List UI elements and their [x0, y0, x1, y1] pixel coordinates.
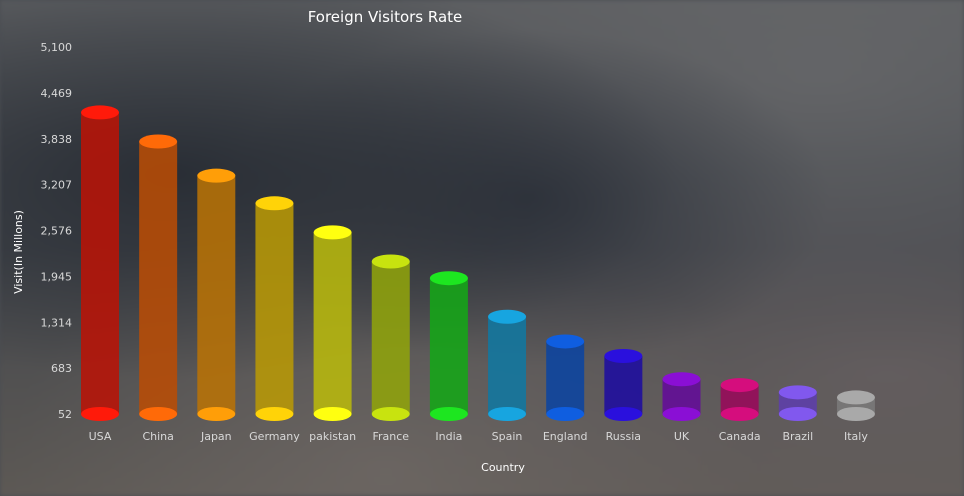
bar-body [197, 175, 236, 414]
x-tick-label: pakistan [309, 430, 356, 443]
x-tick-label: Canada [719, 430, 761, 443]
bar-base [836, 407, 875, 421]
y-tick-label: 4,469 [41, 87, 73, 100]
x-tick-label: India [435, 430, 462, 443]
bar [836, 390, 875, 421]
bar-top [371, 254, 410, 269]
x-axis-ticks: USA China Japan Germany pakistan France India S… [89, 430, 869, 443]
x-tick-label: France [372, 430, 409, 443]
bar-series [81, 105, 875, 421]
y-axis-label: Visit(In Millons) [12, 210, 25, 294]
bar [81, 105, 119, 421]
y-tick-label: 683 [51, 362, 72, 375]
y-tick-label: 5,100 [41, 41, 73, 54]
bar-top [313, 225, 352, 240]
bar [255, 196, 294, 421]
bar [546, 334, 585, 421]
bar [778, 385, 817, 421]
bar-base [546, 407, 585, 421]
x-tick-label: Germany [249, 430, 300, 443]
bar-top [778, 385, 817, 400]
bar-top [836, 390, 875, 405]
y-tick-label: 2,576 [41, 225, 73, 238]
y-tick-label: 52 [58, 408, 72, 421]
bar-base [371, 407, 410, 421]
bar-body [429, 278, 468, 414]
bar-top [488, 309, 527, 324]
bar-top [139, 134, 178, 149]
bar-top [255, 196, 294, 211]
bar-body [488, 316, 527, 414]
bar-body [371, 261, 410, 414]
bar-base [662, 407, 701, 421]
x-tick-label: Russia [606, 430, 641, 443]
x-tick-label: USA [89, 430, 112, 443]
bar-top [197, 168, 236, 183]
bar-top [662, 372, 701, 387]
bar-base [604, 407, 643, 421]
y-tick-label: 1,945 [41, 270, 73, 283]
bar-body [81, 112, 119, 414]
bar-body [604, 355, 643, 414]
bar [139, 134, 178, 421]
bar [488, 309, 527, 421]
bar [197, 168, 236, 421]
chart-title: Foreign Visitors Rate [308, 8, 463, 26]
bar-base [197, 407, 236, 421]
x-tick-label: Brazil [782, 430, 813, 443]
bar [604, 348, 643, 421]
x-tick-label: Japan [200, 430, 232, 443]
y-tick-label: 3,838 [41, 133, 73, 146]
bar-base [81, 407, 119, 421]
bar-base [139, 407, 178, 421]
bar [371, 254, 410, 421]
bar [429, 271, 468, 421]
bar [662, 372, 701, 421]
bar-top [429, 271, 468, 286]
x-tick-label: Spain [492, 430, 523, 443]
x-tick-label: China [142, 430, 173, 443]
x-axis-label: Country [481, 461, 525, 474]
bar-base [720, 407, 759, 421]
x-tick-label: England [543, 430, 588, 443]
bar-top [81, 105, 119, 120]
bar [720, 378, 759, 421]
bar-base [313, 407, 352, 421]
bar-body [546, 341, 585, 414]
x-tick-label: Italy [844, 430, 868, 443]
bar-body [139, 141, 178, 414]
bar-top [720, 378, 759, 393]
y-tick-label: 3,207 [41, 179, 73, 192]
bar-body [313, 232, 352, 414]
bar-base [255, 407, 294, 421]
bar-base [778, 407, 817, 421]
bar [313, 225, 352, 421]
bar-base [488, 407, 527, 421]
bar-top [604, 348, 643, 363]
y-tick-label: 1,314 [41, 316, 73, 329]
bar-top [546, 334, 585, 349]
bar-body [255, 203, 294, 414]
x-tick-label: UK [674, 430, 690, 443]
y-axis-ticks: 52 683 1,314 1,945 2,576 3,207 3,838 4,469 5,100 [41, 41, 73, 421]
bar-base [429, 407, 468, 421]
